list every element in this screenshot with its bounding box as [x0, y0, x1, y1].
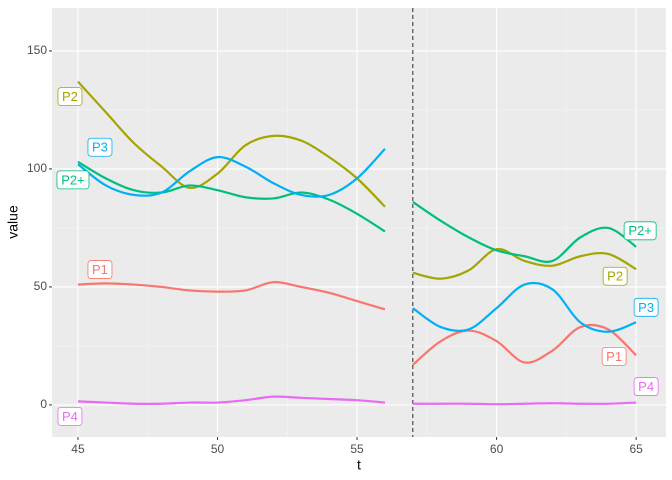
series-label: P2 [62, 89, 78, 104]
series-label-box [633, 297, 659, 317]
x-tick-label: 50 [211, 442, 225, 456]
series-label: P3 [638, 300, 654, 315]
series-label-box [87, 260, 113, 279]
series-label-box [602, 266, 628, 286]
x-axis-title: t [357, 457, 361, 473]
line [77, 148, 637, 333]
series-label-box [601, 346, 627, 366]
series-label: P1 [92, 262, 108, 277]
x-tick-label: 45 [71, 442, 85, 456]
panel [52, 8, 666, 437]
series-label: P1 [606, 349, 622, 364]
y-tick-label: 0 [40, 397, 47, 411]
series-label: P4 [62, 409, 78, 424]
series-label: P2 [607, 269, 623, 284]
series-label: P2+ [61, 172, 85, 187]
series-label-box [87, 137, 113, 157]
series-label: P3 [92, 140, 108, 155]
series-label-box [633, 377, 659, 396]
series-label-box [56, 170, 90, 190]
y-tick-label: 150 [27, 43, 47, 57]
y-tick-label: 100 [27, 161, 47, 175]
series-label: P2+ [628, 223, 652, 238]
series-label-box [57, 406, 83, 426]
line [77, 160, 637, 263]
line [77, 395, 637, 406]
x-tick-label: 60 [490, 442, 504, 456]
series-label-box [57, 87, 83, 107]
series-label-box [623, 221, 657, 241]
series-label: P4 [638, 379, 654, 394]
x-tick-label: 65 [629, 442, 643, 456]
line [77, 281, 637, 366]
y-tick-label: 50 [34, 279, 48, 293]
y-axis-title: value [5, 205, 21, 239]
x-tick-label: 55 [350, 442, 364, 456]
